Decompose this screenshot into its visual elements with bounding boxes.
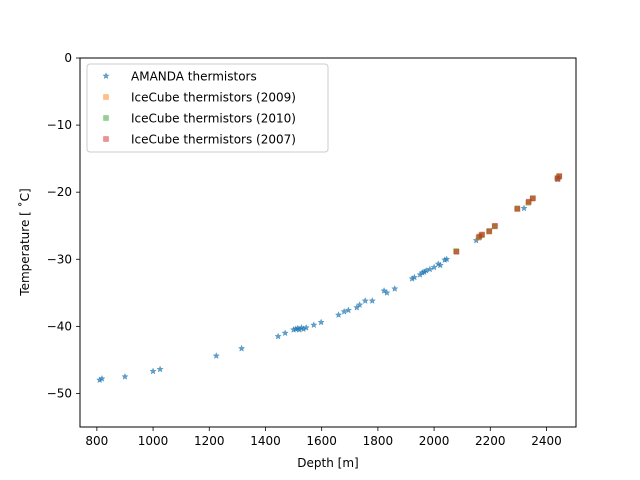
data-point [334,311,343,318]
data-point [344,306,352,314]
legend-label: AMANDA thermistors [131,70,257,84]
data-point [317,318,325,326]
series-3 [453,173,563,255]
axes-frame [79,57,577,428]
data-point [302,323,310,331]
data-point [149,367,157,375]
legend: AMANDA thermistors IceCube thermistors (2… [86,63,329,153]
x-axis-ticks: 800 1000 1200 1400 1600 1800 2000 2200 2400 [85,427,562,448]
x-tick-label: 1400 [250,434,281,448]
data-point [391,285,399,292]
data-point [526,198,532,205]
y-tick-label: −50 [47,386,72,400]
data-point [212,352,220,359]
data-point [453,249,460,255]
legend-marker [103,136,109,142]
data-point [310,321,318,329]
legend-label: IceCube thermistors (2010) [131,112,296,126]
y-tick-label: −10 [47,118,72,132]
data-point [520,204,528,212]
data-point [361,297,369,304]
series-0 [96,175,562,384]
x-tick-label: 2200 [475,434,506,448]
data-point [356,301,364,308]
y-tick-label: −40 [47,319,72,333]
x-tick-label: 2000 [419,434,450,448]
data-point [479,231,485,238]
data-point [156,365,164,373]
x-tick-label: 1200 [194,434,225,448]
x-tick-label: 2400 [531,434,562,448]
data-point [410,273,418,281]
y-tick-label: −30 [47,252,72,266]
data-point [383,289,391,296]
data-point [274,332,282,340]
plot-area [96,173,563,384]
y-tick-label: −20 [47,185,72,199]
data-point [436,261,444,269]
legend-box [86,63,329,153]
data-point [530,195,536,201]
data-point [486,228,493,234]
data-point [368,297,376,304]
x-tick-label: 1000 [138,434,169,448]
data-point [514,206,521,212]
legend-marker [103,115,109,121]
legend-marker [102,72,110,80]
data-point [426,265,434,273]
data-point [238,344,246,352]
x-tick-label: 1800 [363,434,394,448]
series-1 [453,173,562,254]
y-axis-label: Temperature [ ˚C] [17,188,32,296]
data-point [281,329,289,337]
data-point [556,173,563,179]
legend-label: IceCube thermistors (2007) [131,133,296,147]
data-point [492,222,498,229]
data-point [443,255,451,263]
x-tick-label: 1600 [306,434,337,448]
y-tick-label: 0 [64,51,72,65]
y-axis-ticks: 0 −10 −20 −30 −40 −50 [47,51,80,400]
data-point [121,372,129,380]
data-point [98,374,106,382]
x-tick-label: 800 [85,434,108,448]
legend-marker [103,94,109,100]
x-axis-label: Depth [m] [297,456,358,470]
series-2 [453,174,562,254]
data-point [340,307,348,315]
legend-label: IceCube thermistors (2009) [131,91,296,105]
